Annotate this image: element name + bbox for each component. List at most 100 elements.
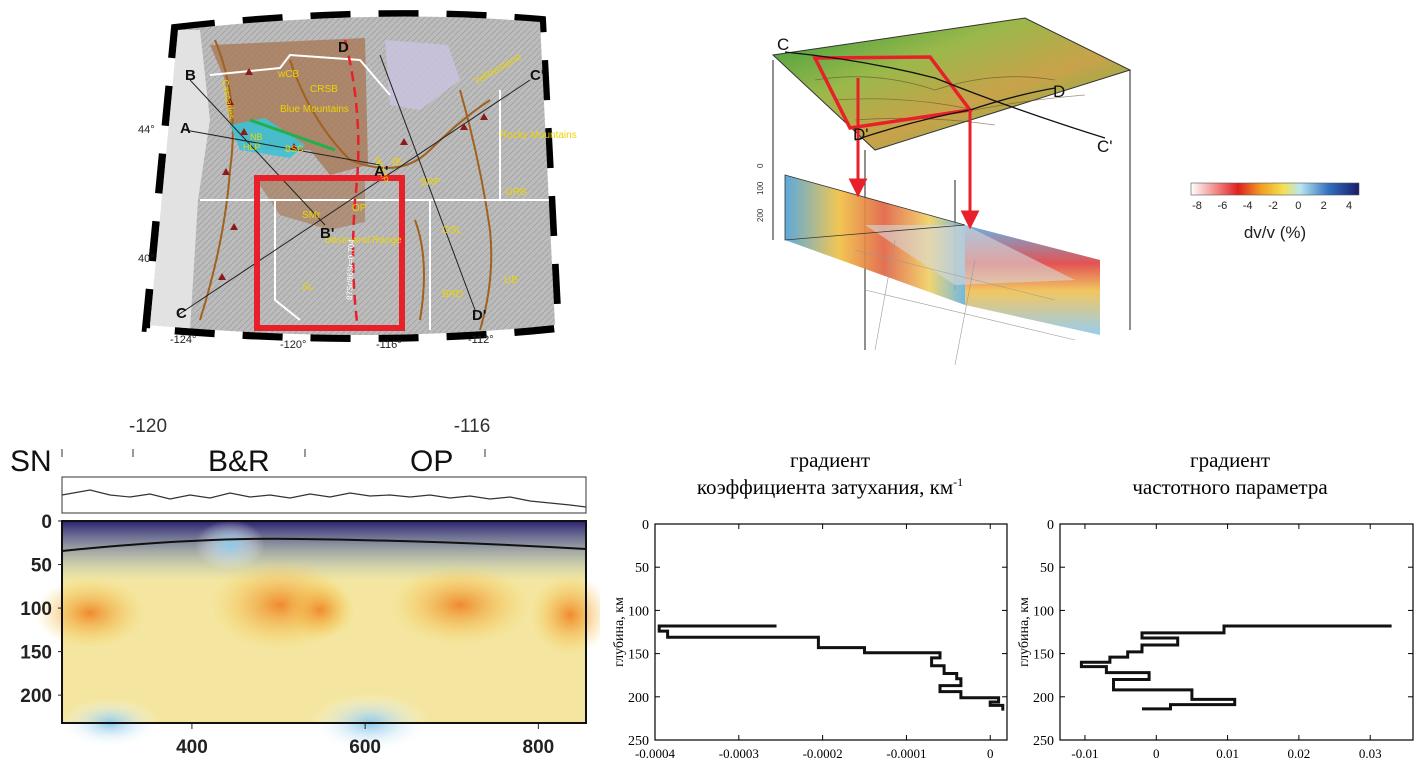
depth-tick: 200 xyxy=(756,208,765,222)
region-label: BSC xyxy=(285,144,304,154)
region-label: Rocky Mountains xyxy=(500,130,577,141)
profile-letter: D' xyxy=(472,307,486,324)
corner-letter: D' xyxy=(853,125,869,144)
region-label: wCB xyxy=(277,69,299,80)
chart1-title-line2: коэффициента затухания, км xyxy=(696,475,954,500)
lon-label: -112° xyxy=(468,334,494,346)
depth-tick-label: 0 xyxy=(41,512,52,533)
depth-tick-label: 150 xyxy=(20,643,52,664)
colorbar-tick: 0 xyxy=(1295,200,1301,212)
attenuation-gradient-chart: 0 50 100 150 200 250-0.0004 -0.0003 -0.0002 -0.0… xyxy=(612,518,1008,761)
plot-frame xyxy=(1059,523,1414,741)
region-label: OP xyxy=(352,203,367,214)
chart2-panel: 0 50 100 150 200 250 -0.01 0 0.01 0.02 0.03 глубина… xyxy=(1008,510,1424,765)
distance-tick-label: 600 xyxy=(349,737,381,758)
y-tick-label: 100 xyxy=(628,604,649,619)
chart1-title-line1: градиент xyxy=(789,448,871,472)
y-tick-label: 50 xyxy=(635,561,649,576)
profile-letter: A' xyxy=(374,163,388,180)
province-label: B&R xyxy=(208,445,270,478)
profile-letter: C xyxy=(176,305,187,322)
colorbar-tick: -2 xyxy=(1268,200,1278,212)
x-tick-label: -0.0002 xyxy=(803,746,843,761)
chart1-panel: 0 50 100 150 200 250 -0.0004 -0.0003 -0.0002 -0.0… xyxy=(600,510,1020,765)
y-tick-label: 50 xyxy=(1040,561,1054,576)
y-tick-label: 200 xyxy=(628,691,649,706)
region-label: UB xyxy=(504,275,518,286)
colorbar-tick: -4 xyxy=(1243,200,1253,212)
top-tick: -116 xyxy=(454,416,491,437)
study-area-box xyxy=(254,175,405,331)
x-tick-label: 0 xyxy=(1153,746,1160,761)
top-tick: -120 xyxy=(129,416,167,437)
region-label: SL xyxy=(302,282,315,293)
relief-map: wCB CRSB Blue Mountains IB Yellowstone R… xyxy=(138,10,577,351)
gradient-profile-line xyxy=(1079,624,1392,711)
colorbar: -8 -6 -4 -2 0 2 4 dv/v (%) xyxy=(1185,178,1385,248)
region-label: SMr xyxy=(302,210,321,221)
corner-letter: C xyxy=(777,35,789,54)
lon-label: -124° xyxy=(170,334,196,346)
y-tick-label: 0 xyxy=(1047,518,1054,533)
lat-label: 40° xyxy=(138,253,155,265)
province-label: OP xyxy=(410,445,453,478)
gradient-profile-line xyxy=(657,624,1005,711)
region-label: Basin and Range xyxy=(325,235,402,246)
x-tick-label: 0 xyxy=(987,746,994,761)
y-tick-label: 200 xyxy=(1033,691,1054,706)
colorbar-tick: 4 xyxy=(1346,200,1352,212)
chart1-title: градиент коэффициента затухания, км-1 xyxy=(640,447,1020,502)
colorbar-tick: -6 xyxy=(1217,200,1227,212)
depth-tick: 100 xyxy=(756,181,765,195)
chart1-title-superscript: -1 xyxy=(953,475,964,490)
profile-letter: D xyxy=(338,39,349,56)
distance-tick-label: 800 xyxy=(523,737,555,758)
block-diagram: C D D' C' 0 100 200 xyxy=(756,17,1132,366)
depth-tick-label: 200 xyxy=(20,686,52,707)
frequency-parameter-gradient-chart: 0 50 100 150 200 250 -0.01 0 0.01 0.02 0.03 глубина… xyxy=(1017,518,1414,761)
isotope-line-label: 87Sr/86Sr=0.704 xyxy=(345,239,356,301)
x-tick-label: 0.03 xyxy=(1359,746,1382,761)
x-tick-label: 0.02 xyxy=(1288,746,1311,761)
profile-letter: C' xyxy=(530,67,544,84)
region-label: GRB xyxy=(505,187,527,198)
region-label: IB xyxy=(392,157,402,168)
x-tick-label: 0.01 xyxy=(1216,746,1239,761)
province-label: SN xyxy=(10,445,52,478)
y-axis-label: глубина, км xyxy=(1017,597,1032,667)
profile-letter: B' xyxy=(320,225,334,242)
profile-letter: B xyxy=(185,67,196,84)
corner-letter: D xyxy=(1053,82,1065,101)
region-label: CRSB xyxy=(310,84,338,95)
y-tick-label: 100 xyxy=(1033,604,1054,619)
chart2-title-line1: градиент xyxy=(1189,448,1271,472)
colorbar-label: dv/v (%) xyxy=(1244,223,1306,242)
lon-label: -116° xyxy=(376,339,402,350)
depth-tick: 0 xyxy=(756,163,765,168)
colorbar-tick: -8 xyxy=(1192,200,1202,212)
block-diagram-panel: C D D' C' 0 100 200 xyxy=(755,0,1150,380)
y-tick-label: 250 xyxy=(628,734,649,749)
y-tick-label: 150 xyxy=(628,648,649,663)
distance-tick-label: 400 xyxy=(176,737,208,758)
y-tick-label: 150 xyxy=(1033,648,1054,663)
y-tick-label: 250 xyxy=(1033,734,1054,749)
plot-frame xyxy=(654,523,1008,741)
region-label: BRD xyxy=(442,289,463,300)
profile-letter: A xyxy=(180,120,191,137)
cross-section-panel: -120 -116 SN B&R OP 0 50 100 1 xyxy=(0,405,600,765)
x-tick-label: -0.01 xyxy=(1071,746,1098,761)
depth-tick-label: 100 xyxy=(20,599,52,620)
lon-label: -120° xyxy=(280,339,306,350)
region-label: SRP xyxy=(420,177,441,188)
colorbar-tick: 2 xyxy=(1321,200,1327,212)
region-label: NB xyxy=(250,132,263,142)
region-label: Blue Mountains xyxy=(280,104,349,115)
corner-letter: C' xyxy=(1097,137,1113,156)
chart2-title-line2: частотного параметра xyxy=(1132,475,1328,500)
region-label: HLP xyxy=(243,142,261,152)
x-tick-label: -0.0003 xyxy=(719,746,759,761)
y-axis-label: глубина, км xyxy=(612,597,627,667)
y-tick-label: 0 xyxy=(642,518,649,533)
region-label: GSL xyxy=(442,225,462,236)
